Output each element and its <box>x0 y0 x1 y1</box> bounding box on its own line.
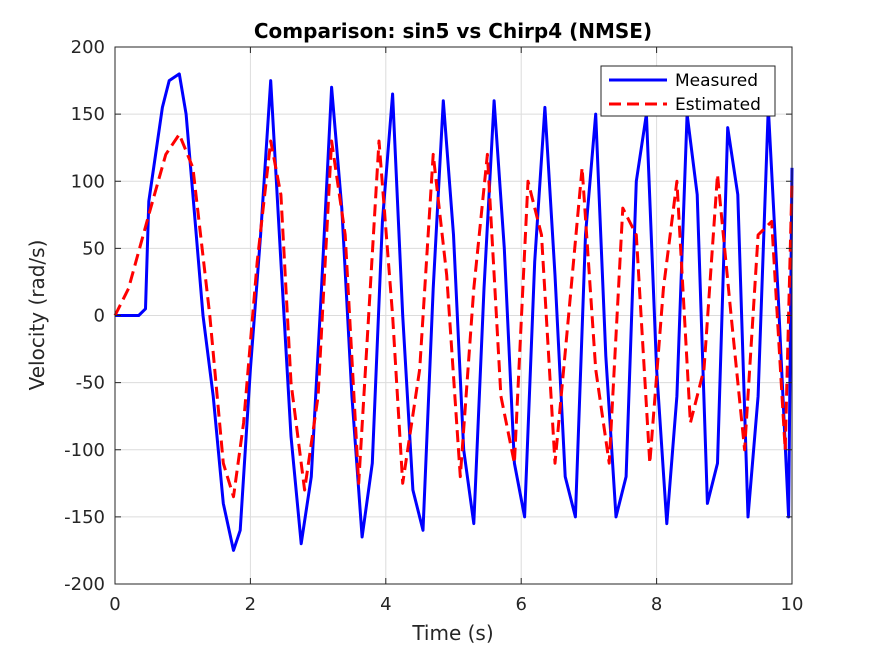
x-tick-label: 6 <box>515 594 526 615</box>
x-tick-label: 10 <box>781 594 804 615</box>
y-tick-label: 150 <box>71 104 105 125</box>
y-tick-label: -200 <box>64 574 105 595</box>
x-tick-label: 4 <box>380 594 391 615</box>
series-layer <box>113 72 794 552</box>
y-tick-label: 100 <box>71 171 105 192</box>
legend: Measured Estimated <box>600 65 776 117</box>
legend-label: Estimated <box>675 95 761 115</box>
legend-box <box>600 65 776 117</box>
y-tick-label: 0 <box>94 306 105 327</box>
ticks: 0 2 4 6 8 10 -200 -150 -100 -50 0 50 100 150 200 <box>64 37 803 615</box>
series-line-estimated <box>113 132 794 499</box>
y-tick-label: 50 <box>82 238 105 259</box>
y-tick-label: -50 <box>76 373 105 394</box>
y-tick-label: 200 <box>71 37 105 58</box>
y-tick-label: -150 <box>64 507 105 528</box>
x-axis-label: Time (s) <box>411 621 493 645</box>
x-tick-label: 8 <box>651 594 662 615</box>
legend-label: Measured <box>675 71 758 91</box>
y-tick-label: -100 <box>64 440 105 461</box>
y-axis-label: Velocity (rad/s) <box>25 240 49 391</box>
x-tick-label: 0 <box>109 594 120 615</box>
x-tick-label: 2 <box>245 594 256 615</box>
chart-title: Comparison: sin5 vs Chirp4 (NMSE) <box>254 19 652 43</box>
